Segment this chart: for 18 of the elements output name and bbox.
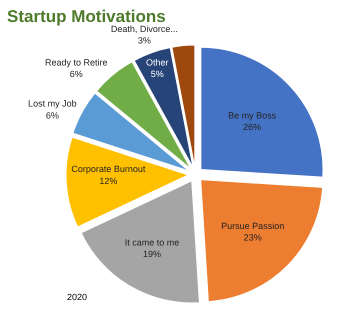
slice-label: Other [146, 57, 168, 68]
slice-label: It came to me [124, 237, 180, 248]
data-label: 23% [244, 232, 262, 243]
data-label: 19% [142, 248, 161, 259]
slice-label: Death, Divorce... [110, 24, 178, 34]
slice-label: Corporate Burnout [71, 164, 146, 174]
slice-label: Ready to Retire [44, 57, 108, 68]
slice-label: Be my Boss [228, 110, 277, 120]
data-label: 12% [99, 176, 118, 186]
data-label: 6% [70, 69, 83, 80]
data-label: 6% [46, 110, 59, 120]
text: 2020 [67, 292, 88, 302]
slice-label: Lost my Job [28, 98, 77, 109]
slice-label: Pursue Passion [221, 220, 284, 231]
data-label: 26% [243, 122, 262, 132]
chart-title: Startup Motivations [7, 6, 166, 26]
data-label: 5% [150, 69, 164, 80]
data-label: 3% [138, 36, 151, 46]
